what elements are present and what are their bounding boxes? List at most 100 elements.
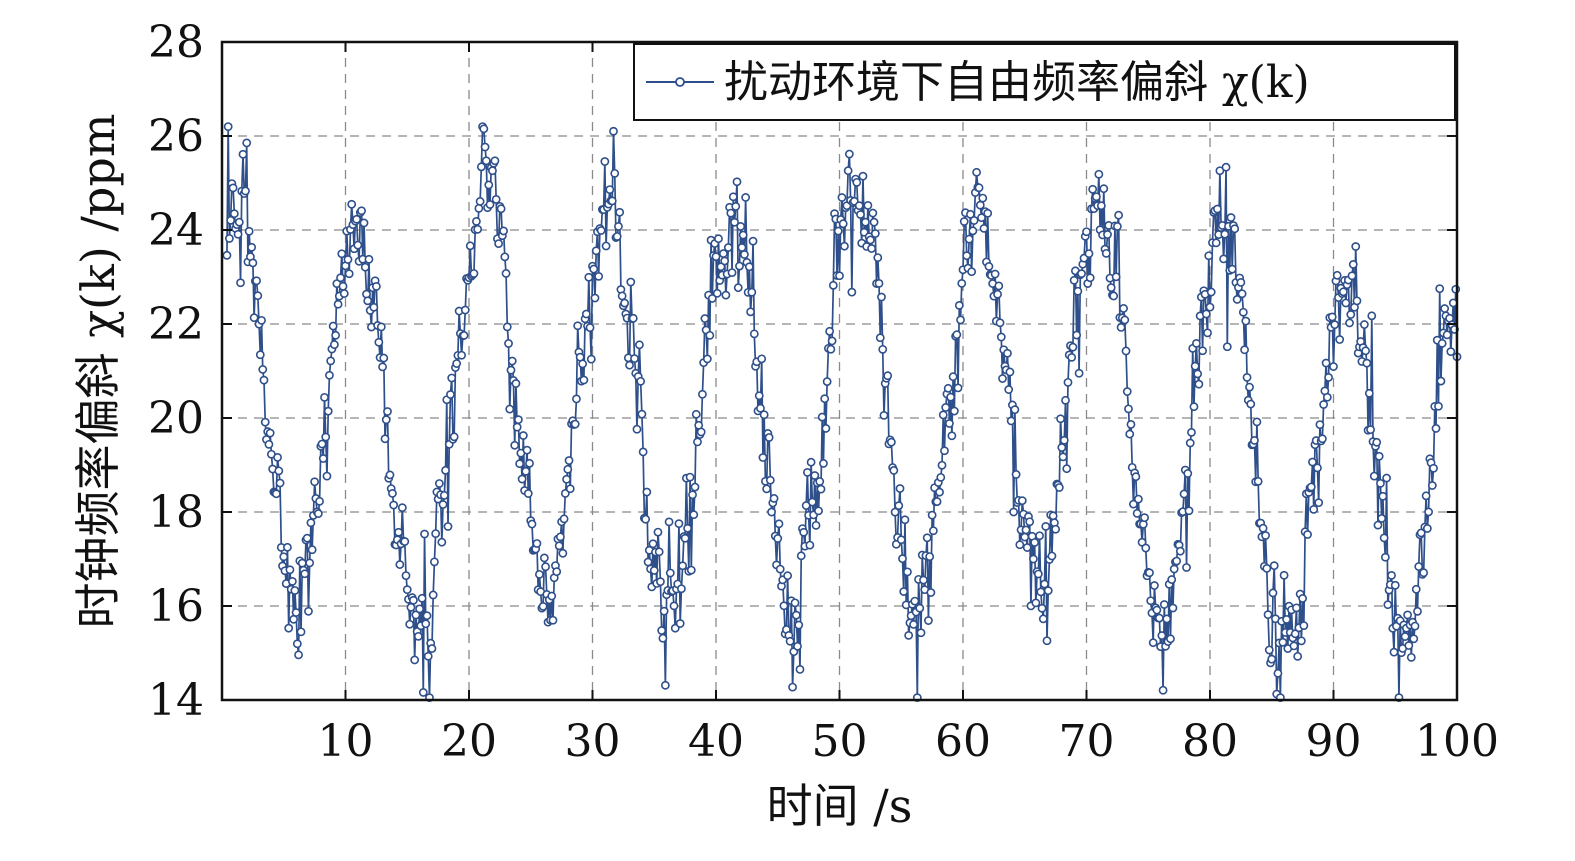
data-point bbox=[852, 177, 862, 187]
data-point bbox=[1059, 435, 1069, 445]
data-point bbox=[795, 664, 805, 674]
data-point bbox=[1290, 629, 1300, 639]
data-point bbox=[1348, 260, 1358, 269]
data-point bbox=[371, 281, 381, 291]
data-point bbox=[1205, 302, 1215, 312]
data-point bbox=[585, 323, 595, 333]
data-point bbox=[889, 466, 899, 475]
data-point bbox=[1273, 668, 1283, 678]
data-point bbox=[833, 226, 843, 236]
data-point bbox=[1004, 385, 1014, 394]
data-point bbox=[1111, 272, 1121, 282]
data-point bbox=[1422, 524, 1432, 533]
data-point bbox=[1048, 511, 1058, 521]
data-point bbox=[1352, 296, 1362, 306]
data-point bbox=[807, 497, 817, 507]
data-point bbox=[338, 281, 348, 291]
data-point bbox=[1033, 569, 1043, 579]
data-point bbox=[292, 639, 302, 649]
data-point bbox=[1319, 400, 1329, 409]
data-point bbox=[1442, 330, 1452, 340]
data-point bbox=[1158, 685, 1168, 695]
data-point bbox=[1187, 427, 1196, 437]
data-point bbox=[747, 287, 757, 297]
data-point bbox=[1219, 254, 1228, 264]
data-point bbox=[290, 586, 300, 595]
data-point bbox=[306, 518, 316, 528]
data-point bbox=[638, 447, 648, 457]
data-point bbox=[578, 359, 588, 369]
y-tick-label: 18 bbox=[148, 487, 204, 538]
x-axis-title: 时间 /s bbox=[767, 779, 913, 833]
data-point bbox=[307, 545, 317, 555]
x-tick-label: 80 bbox=[1182, 716, 1238, 767]
data-point bbox=[527, 519, 537, 529]
data-point bbox=[481, 156, 491, 166]
data-point bbox=[1413, 606, 1422, 616]
data-point bbox=[541, 562, 550, 572]
data-point bbox=[401, 571, 411, 580]
data-point bbox=[284, 623, 294, 633]
data-point bbox=[1166, 634, 1175, 644]
data-point bbox=[410, 655, 420, 665]
data-point bbox=[765, 475, 775, 485]
data-point bbox=[411, 610, 421, 620]
data-point bbox=[484, 180, 494, 190]
data-point bbox=[686, 565, 696, 575]
data-point bbox=[409, 595, 418, 605]
data-point bbox=[1306, 482, 1316, 492]
data-point bbox=[457, 350, 466, 360]
data-point bbox=[1184, 506, 1194, 516]
data-point bbox=[415, 604, 424, 614]
data-point bbox=[504, 339, 513, 348]
data-point bbox=[641, 514, 651, 524]
data-point bbox=[1317, 434, 1327, 444]
data-point bbox=[844, 149, 854, 159]
data-point bbox=[870, 229, 880, 238]
data-point bbox=[302, 533, 312, 543]
data-point bbox=[1403, 610, 1412, 620]
data-point bbox=[402, 585, 412, 595]
data-point bbox=[1057, 443, 1067, 452]
data-point bbox=[628, 313, 638, 323]
data-point bbox=[439, 490, 449, 500]
data-point bbox=[994, 281, 1004, 291]
data-point bbox=[437, 537, 447, 547]
data-point bbox=[344, 269, 354, 279]
data-point bbox=[581, 309, 591, 319]
data-point bbox=[1313, 463, 1322, 473]
data-point bbox=[1269, 561, 1279, 571]
data-point bbox=[449, 432, 459, 442]
y-tick-label: 26 bbox=[148, 111, 204, 162]
data-point bbox=[1031, 598, 1041, 608]
data-point bbox=[928, 526, 938, 536]
data-point bbox=[428, 590, 438, 600]
data-point bbox=[1094, 169, 1104, 179]
data-point bbox=[649, 566, 659, 575]
data-point bbox=[1238, 307, 1248, 317]
data-point bbox=[1230, 224, 1240, 234]
data-point bbox=[819, 459, 828, 468]
data-point bbox=[352, 214, 362, 224]
data-point bbox=[1383, 600, 1393, 610]
data-point bbox=[909, 620, 918, 629]
data-point bbox=[1440, 304, 1450, 313]
data-point bbox=[822, 377, 832, 386]
x-tick-label: 60 bbox=[935, 716, 991, 767]
data-point bbox=[1112, 222, 1122, 231]
data-point bbox=[374, 337, 384, 347]
data-point bbox=[1038, 614, 1048, 624]
data-point bbox=[957, 278, 967, 288]
data-point bbox=[856, 210, 865, 219]
data-point bbox=[255, 350, 265, 360]
data-point bbox=[535, 569, 544, 579]
data-point bbox=[291, 608, 301, 617]
data-point bbox=[1211, 238, 1221, 248]
data-point bbox=[413, 631, 423, 641]
data-point bbox=[993, 289, 1002, 299]
data-point bbox=[491, 195, 501, 204]
data-point bbox=[1232, 295, 1242, 304]
data-point bbox=[1264, 645, 1274, 655]
data-point bbox=[1035, 531, 1044, 541]
data-point bbox=[572, 394, 581, 404]
